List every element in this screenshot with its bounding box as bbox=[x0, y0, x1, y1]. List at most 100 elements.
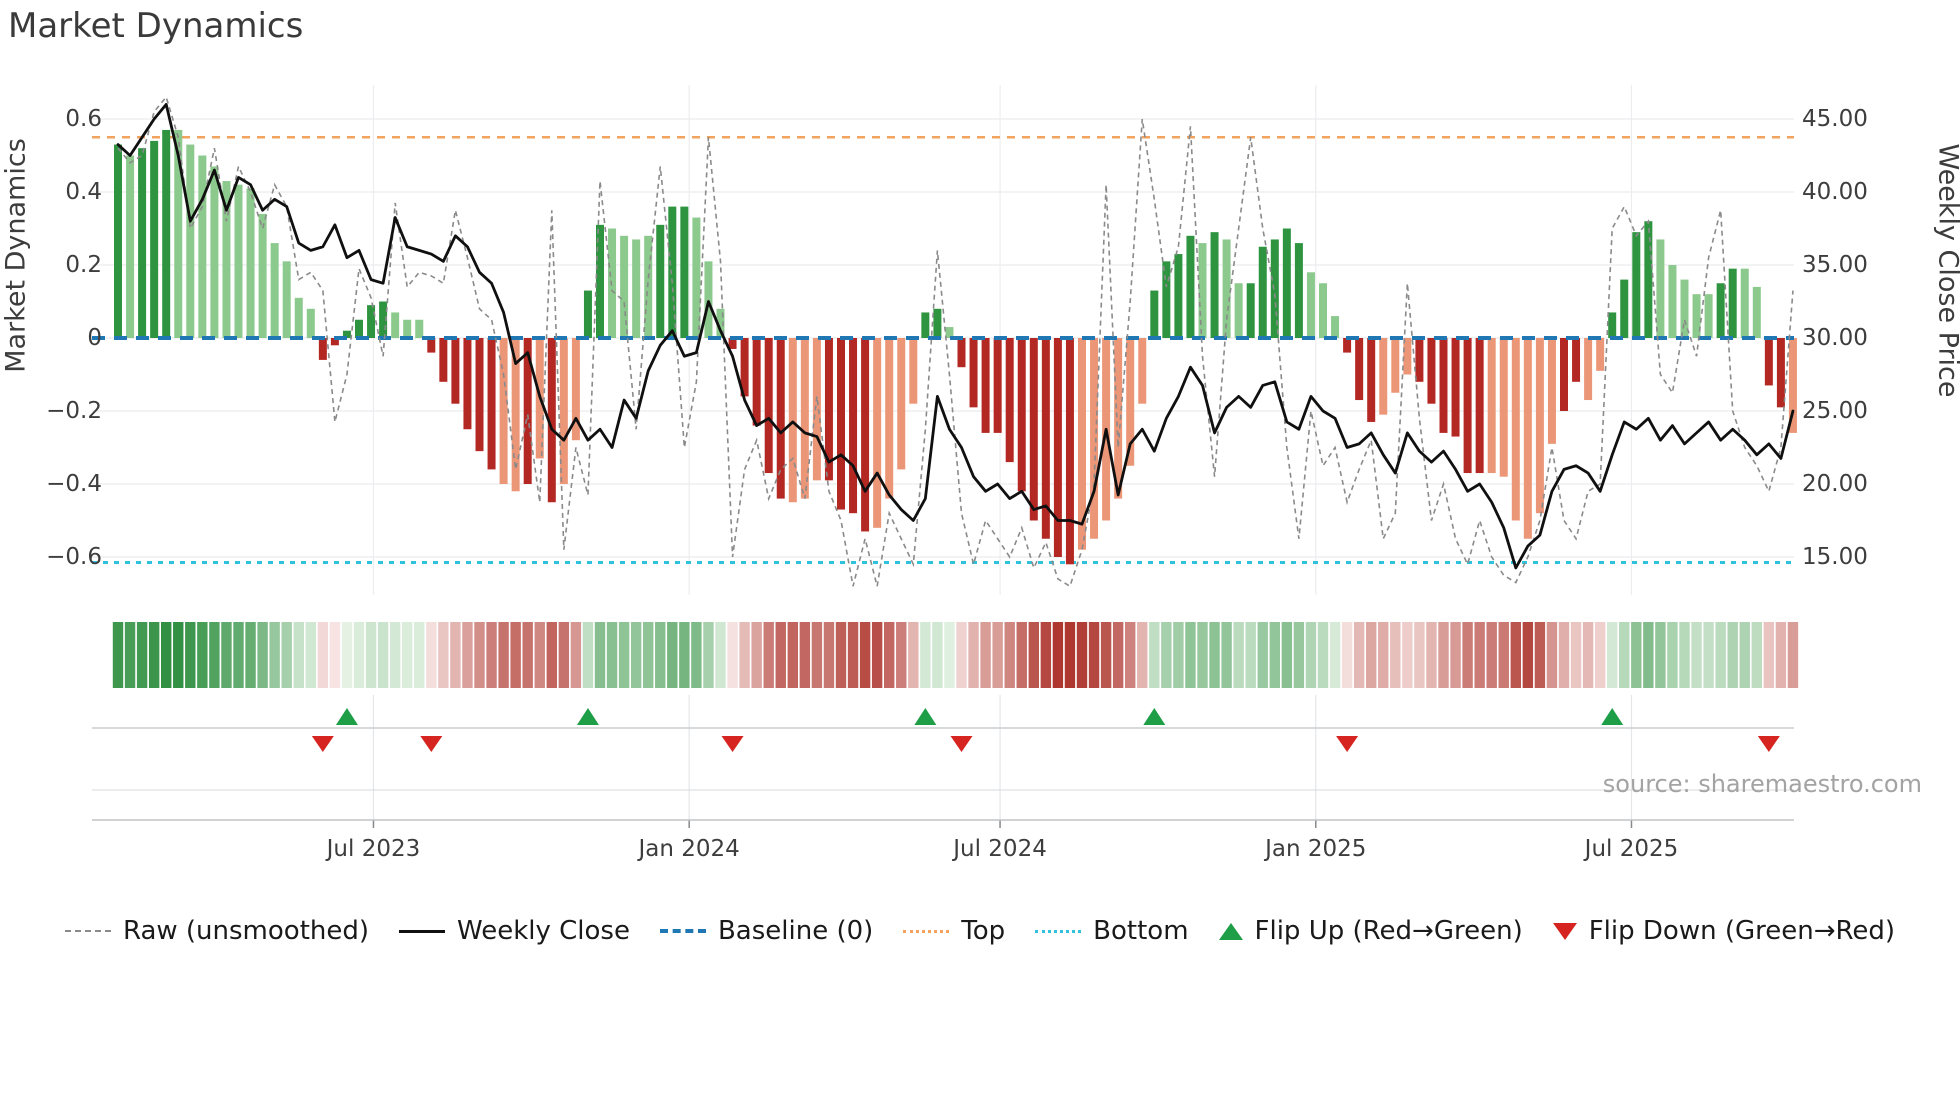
heatmap-cell bbox=[1378, 622, 1389, 688]
oscillator-bar bbox=[1523, 338, 1532, 539]
oscillator-bar bbox=[849, 338, 858, 514]
heatmap-cell bbox=[920, 622, 931, 688]
oscillator-bar bbox=[1463, 338, 1472, 474]
oscillator-bar bbox=[523, 338, 532, 484]
oscillator-bar bbox=[1029, 338, 1038, 521]
heatmap-cell bbox=[1462, 622, 1473, 688]
heatmap-cell bbox=[148, 622, 160, 688]
heatmap-cell bbox=[1402, 622, 1413, 688]
oscillator-bar bbox=[1198, 243, 1207, 338]
heatmap-cell bbox=[1667, 622, 1678, 688]
oscillator-bar bbox=[969, 338, 978, 408]
heatmap-cell bbox=[1281, 622, 1293, 688]
heatmap-cell bbox=[1125, 622, 1136, 688]
flip-up-marker bbox=[1143, 708, 1166, 725]
heatmap-cell bbox=[1004, 622, 1015, 688]
oscillator-bar bbox=[824, 338, 833, 481]
oscillator-bar bbox=[1439, 338, 1448, 433]
oscillator-bar bbox=[1162, 261, 1171, 338]
heatmap-cell bbox=[1197, 622, 1208, 688]
oscillator-bar bbox=[981, 338, 990, 433]
right-tick-label: 35.00 bbox=[1802, 252, 1868, 278]
flip-down-marker bbox=[1336, 736, 1359, 752]
heatmap-cell bbox=[1353, 622, 1365, 688]
heatmap-cell bbox=[365, 622, 377, 688]
tri-up-icon bbox=[1218, 922, 1243, 940]
heatmap-cell bbox=[1076, 622, 1088, 688]
legend-item: Baseline (0) bbox=[659, 916, 874, 946]
legend-label: Top bbox=[961, 916, 1006, 946]
flip-up-marker bbox=[1601, 708, 1624, 725]
heatmap-cell bbox=[1414, 622, 1425, 688]
heatmap-cell bbox=[847, 622, 859, 688]
oscillator-bar bbox=[1752, 286, 1761, 338]
heatmap-cell bbox=[811, 622, 823, 688]
oscillator-bar bbox=[379, 301, 388, 338]
chart-title: Market Dynamics bbox=[8, 6, 304, 46]
oscillator-bar bbox=[403, 319, 412, 338]
heatmap-cell bbox=[305, 622, 316, 688]
oscillator-bar bbox=[583, 290, 592, 338]
heatmap-cell bbox=[1775, 622, 1787, 688]
oscillator-bar bbox=[294, 297, 303, 338]
heatmap-cell bbox=[618, 622, 630, 688]
heatmap-cell bbox=[1329, 622, 1341, 688]
heatmap-cell bbox=[281, 622, 292, 688]
oscillator-bar bbox=[391, 312, 400, 338]
heatmap-cell bbox=[1088, 622, 1100, 688]
heatmap-cell bbox=[209, 622, 220, 688]
heatmap-cell bbox=[1245, 622, 1256, 688]
oscillator-bar bbox=[788, 338, 797, 503]
heatmap-cell bbox=[293, 622, 304, 688]
heatmap-cell bbox=[871, 622, 883, 688]
oscillator-bar bbox=[306, 308, 315, 338]
oscillator-bar bbox=[1764, 338, 1773, 386]
heatmap-cell bbox=[1100, 622, 1112, 688]
oscillator-bar bbox=[1294, 243, 1303, 338]
legend-label: Baseline (0) bbox=[717, 916, 874, 946]
oscillator-bar bbox=[909, 338, 918, 404]
flip-down-marker bbox=[420, 736, 443, 752]
legend-item: Flip Down (Green→Red) bbox=[1552, 916, 1895, 946]
heatmap-cell bbox=[1763, 622, 1775, 688]
oscillator-bar bbox=[282, 261, 291, 338]
oscillator-bar bbox=[246, 188, 255, 338]
heatmap-cell bbox=[739, 622, 750, 688]
oscillator-bar bbox=[1668, 265, 1677, 338]
oscillator-bar bbox=[1704, 294, 1713, 338]
heatmap-cell bbox=[1751, 622, 1762, 688]
heatmap-cell bbox=[582, 622, 594, 688]
oscillator-bar bbox=[1716, 283, 1725, 338]
legend-label: Flip Up (Red→Green) bbox=[1254, 916, 1523, 946]
heatmap-cell bbox=[1317, 622, 1329, 688]
heatmap-cell bbox=[727, 622, 738, 688]
heatmap-cell bbox=[173, 622, 184, 688]
heatmap-cell bbox=[161, 622, 172, 688]
oscillator-bar bbox=[800, 338, 809, 499]
oscillator-bar bbox=[945, 327, 954, 338]
oscillator-bar bbox=[1282, 228, 1291, 338]
heatmap-cell bbox=[1438, 622, 1449, 688]
heatmap-cell bbox=[992, 622, 1003, 688]
heatmap-cell bbox=[1546, 622, 1558, 688]
oscillator-bar bbox=[1415, 338, 1424, 382]
oscillator-bar bbox=[222, 181, 231, 338]
oscillator-bar bbox=[861, 338, 870, 532]
heatmap-cell bbox=[534, 622, 545, 688]
source-text: source: sharemaestro.com bbox=[1602, 770, 1922, 798]
heatmap-cell bbox=[679, 622, 690, 688]
oscillator-bar bbox=[1114, 338, 1123, 499]
oscillator-bar bbox=[1427, 338, 1436, 404]
oscillator-bar bbox=[1499, 338, 1508, 477]
oscillator-bar bbox=[342, 330, 351, 338]
heatmap-cell bbox=[1269, 622, 1280, 688]
oscillator-bar bbox=[451, 338, 460, 404]
close-line bbox=[116, 103, 1795, 570]
flip-up-marker bbox=[335, 708, 358, 725]
oscillator-bar bbox=[764, 338, 773, 474]
heatmap-cell bbox=[968, 622, 979, 688]
heatmap-cell bbox=[1233, 622, 1244, 688]
heatmap-cell bbox=[1522, 622, 1534, 688]
heatmap-cell bbox=[257, 622, 268, 688]
heatmap-cell bbox=[1426, 622, 1437, 688]
